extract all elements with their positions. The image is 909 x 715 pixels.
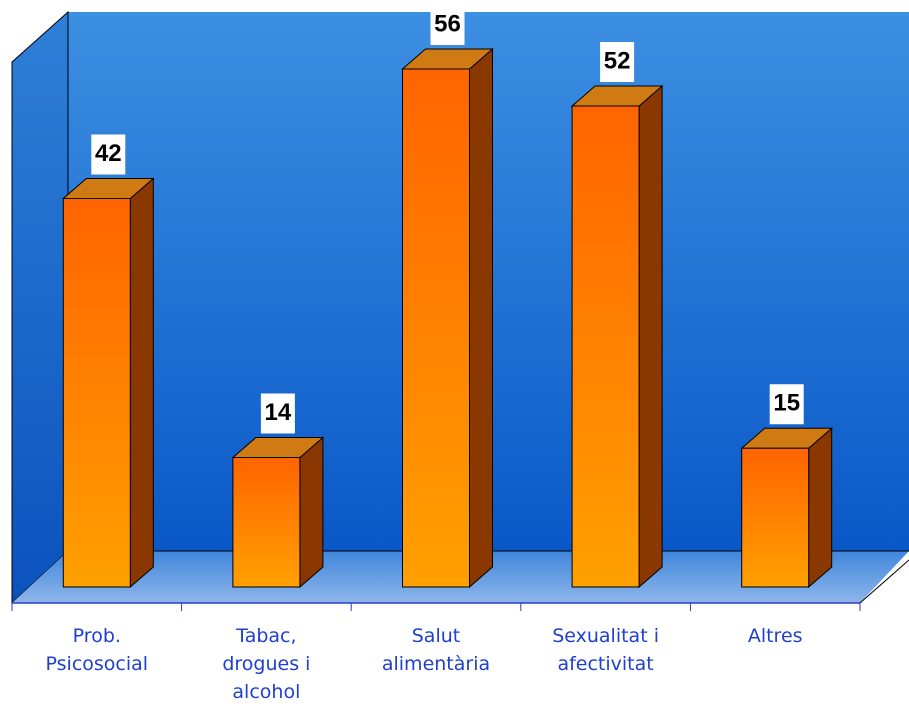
bar — [61, 177, 155, 589]
bar — [401, 47, 494, 589]
bar — [570, 84, 664, 589]
value-label: 56 — [434, 10, 461, 37]
floor-right-edge — [859, 559, 909, 604]
x-tick-label: Prob. Psicosocial — [45, 625, 149, 675]
x-tick-label: Tabac, drogues i alcohol — [222, 625, 311, 703]
value-label-box — [430, 5, 465, 45]
value-label: 42 — [95, 140, 122, 167]
x-tick-label: Sexualitat i afectivitat — [552, 625, 659, 675]
side-wall — [11, 10, 69, 605]
value-label-box — [91, 134, 126, 175]
bar — [740, 427, 834, 589]
value-label: 52 — [604, 47, 631, 74]
bar-side — [469, 47, 493, 589]
bar-side — [129, 177, 154, 589]
bar-front — [402, 68, 470, 588]
value-label-box — [260, 393, 295, 434]
bar — [231, 436, 325, 589]
bar-side — [299, 436, 324, 589]
x-tick-label: Altres — [747, 625, 803, 647]
value-label-box — [600, 42, 635, 82]
x-tick-label: Salut alimentària — [381, 625, 491, 675]
value-label-box — [769, 384, 804, 425]
bar-front — [232, 457, 301, 588]
value-label: 14 — [265, 399, 292, 426]
bar-front — [571, 105, 640, 588]
bar-front — [741, 447, 810, 588]
bar-side — [638, 84, 663, 589]
bar-front — [62, 198, 131, 588]
bar-side — [808, 427, 833, 589]
value-label: 15 — [773, 390, 800, 417]
